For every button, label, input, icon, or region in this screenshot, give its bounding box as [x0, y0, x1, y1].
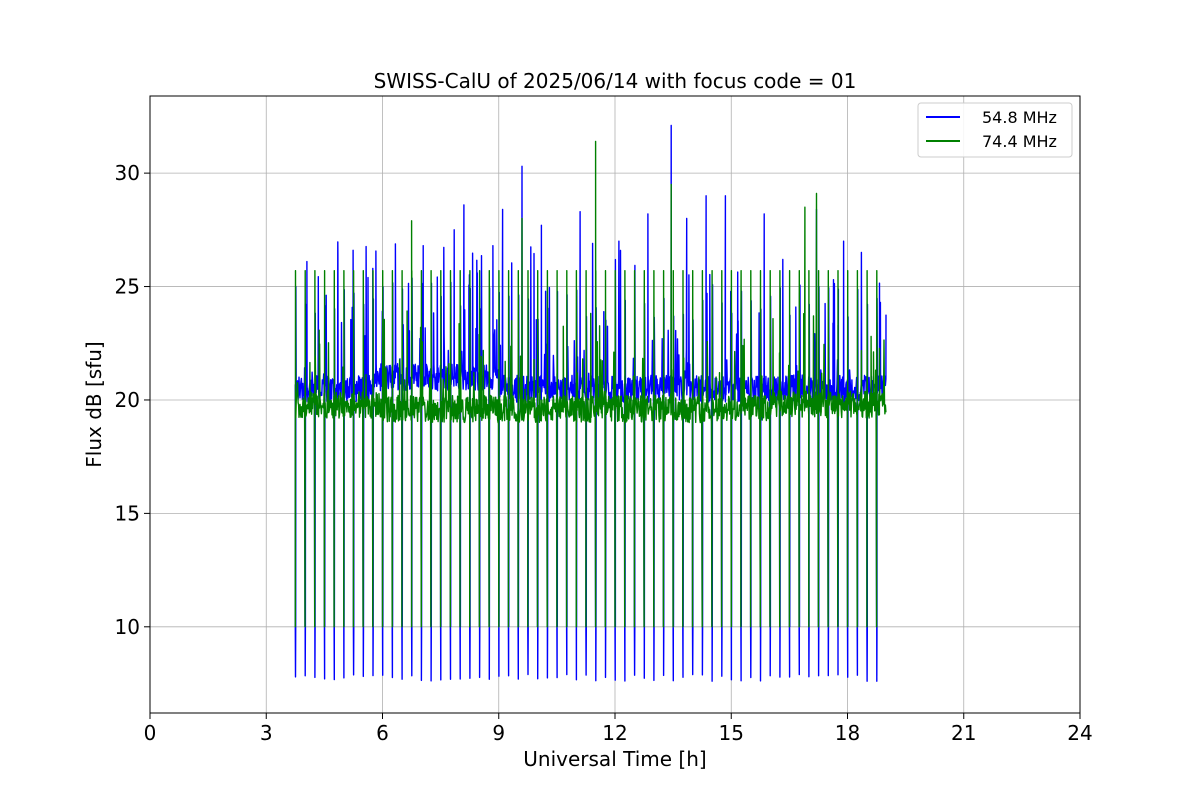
x-axis-label: Universal Time [h]: [523, 747, 706, 771]
x-tick-label: 0: [144, 721, 157, 745]
x-tick-label: 12: [602, 721, 627, 745]
y-tick-label: 10: [115, 615, 140, 639]
y-axis-label: Flux dB [sfu]: [82, 341, 106, 467]
x-tick-label: 21: [951, 721, 976, 745]
x-tick-label: 9: [492, 721, 505, 745]
series-line-74-4-mhz: [294, 140, 887, 628]
chart-title: SWISS-CalU of 2025/06/14 with focus code…: [374, 69, 857, 93]
x-tick-label: 15: [719, 721, 744, 745]
x-tick-label: 6: [376, 721, 389, 745]
legend-entry-54-8-mhz: 54.8 MHz: [982, 108, 1057, 127]
legend: 54.8 MHz 74.4 MHz: [917, 102, 1073, 158]
axis-ticks: 0 3 6 9 12 15 18 21 24 10 15 20 25 30: [115, 161, 1093, 745]
x-tick-label: 3: [260, 721, 273, 745]
y-tick-label: 15: [115, 501, 140, 525]
y-tick-label: 20: [115, 388, 140, 412]
plot-series: [294, 124, 887, 682]
y-tick-label: 30: [115, 161, 140, 185]
x-tick-label: 18: [835, 721, 860, 745]
legend-entry-74-4-mhz: 74.4 MHz: [982, 132, 1057, 151]
x-tick-label: 24: [1067, 721, 1092, 745]
y-tick-label: 25: [115, 275, 140, 299]
